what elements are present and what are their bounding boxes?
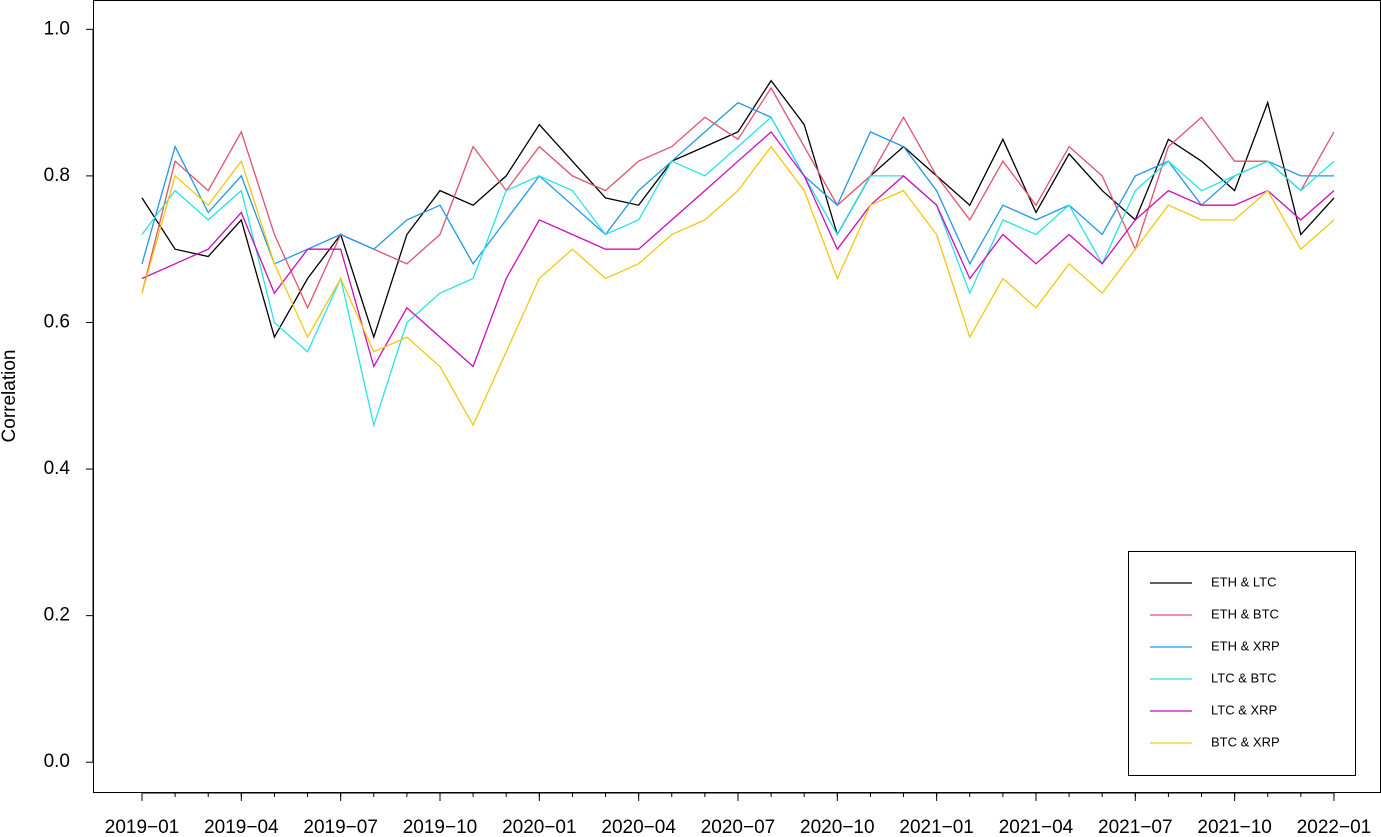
x-tick-label: 2022−01 — [1297, 817, 1372, 837]
legend-label: ETH & BTC — [1211, 606, 1279, 621]
series-line — [141, 101, 1334, 266]
series-line — [141, 130, 1335, 369]
legend-label: ETH & XRP — [1211, 638, 1280, 653]
series-line — [141, 116, 1335, 428]
x-tick-label: 2020−07 — [701, 817, 776, 837]
y-tick-label: 0.4 — [44, 458, 71, 479]
y-tick-label: 0.6 — [44, 311, 70, 332]
x-tick-label: 2020−04 — [601, 817, 676, 837]
x-tick-label: 2019−04 — [204, 817, 279, 837]
x-tick-label: 2021−07 — [1098, 817, 1173, 837]
x-tick-label: 2019−01 — [105, 817, 180, 837]
x-tick-label: 2021−10 — [1197, 817, 1272, 837]
y-tick-label: 0.8 — [44, 165, 70, 186]
series-line — [141, 86, 1335, 310]
series-line — [141, 145, 1335, 427]
legend-label: BTC & XRP — [1211, 734, 1280, 749]
x-tick-label: 2021−04 — [999, 817, 1074, 837]
legend-box — [1128, 551, 1356, 776]
x-tick-label: 2020−01 — [502, 817, 577, 837]
legend-label: ETH & LTC — [1211, 574, 1277, 589]
series-line — [141, 79, 1335, 340]
x-tick-label: 2020−10 — [800, 817, 875, 837]
y-tick-label: 0.2 — [44, 605, 70, 626]
y-tick-label: 1.0 — [44, 18, 70, 39]
legend-label: LTC & XRP — [1211, 702, 1277, 717]
x-tick-label: 2021−01 — [899, 817, 974, 837]
y-axis-label: Correlation — [0, 350, 20, 443]
x-tick-label: 2019−07 — [303, 817, 378, 837]
x-tick-label: 2019−10 — [403, 817, 478, 837]
legend-label: LTC & BTC — [1211, 670, 1277, 685]
y-tick-label: 0.0 — [44, 751, 70, 772]
